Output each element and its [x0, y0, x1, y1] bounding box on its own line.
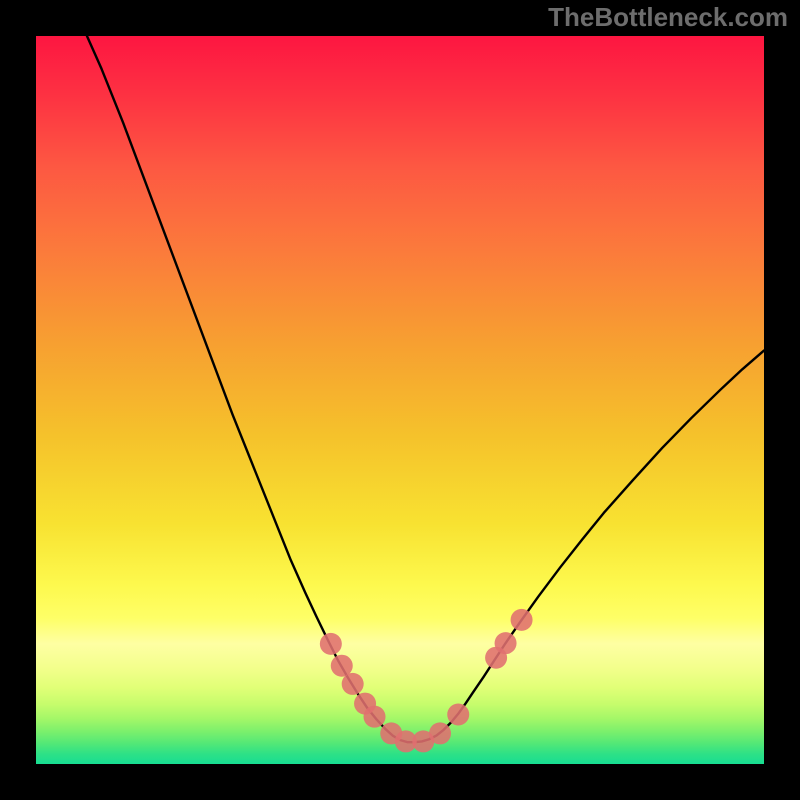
data-marker: [511, 609, 533, 631]
chart-overlay: [36, 36, 764, 764]
plot-area: [36, 36, 764, 764]
bottleneck-curve: [87, 36, 764, 742]
data-marker: [320, 633, 342, 655]
data-marker: [364, 706, 386, 728]
data-marker: [342, 673, 364, 695]
data-marker: [495, 632, 517, 654]
data-marker: [429, 722, 451, 744]
watermark-text: TheBottleneck.com: [548, 2, 788, 33]
data-marker: [447, 704, 469, 726]
